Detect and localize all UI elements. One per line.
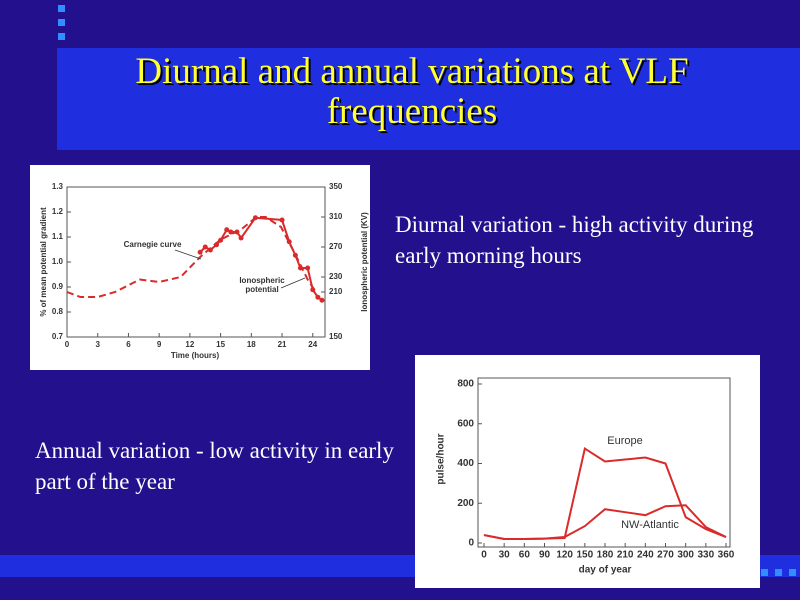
data-point: [279, 217, 285, 223]
y2-axis-label: Ionospheric potential (KV): [360, 212, 369, 312]
data-point: [297, 265, 303, 271]
x-tick-label: 0: [481, 550, 487, 561]
data-point: [224, 227, 230, 233]
y-tick-label: 0.9: [52, 282, 64, 291]
x-tick-label: 60: [519, 550, 531, 561]
data-point: [214, 242, 220, 248]
y-tick-label: 800: [457, 379, 474, 390]
x-tick-label: 270: [657, 550, 674, 561]
data-point: [218, 237, 224, 243]
x-tick-label: 9: [157, 340, 162, 349]
x-tick-label: 15: [216, 340, 225, 349]
annotation: Ionospheric potential: [239, 276, 285, 294]
y-tick-label: 1.0: [52, 257, 64, 266]
y-tick-label: 0.7: [52, 332, 64, 341]
y-tick-label: 0.8: [52, 307, 64, 316]
data-point: [234, 229, 240, 235]
y2-tick-label: 270: [329, 242, 343, 251]
data-point: [197, 249, 203, 255]
x-tick-label: 210: [617, 550, 634, 561]
slide-text: Diurnal variation - high activity during…: [395, 212, 754, 268]
y-tick-label: 1.2: [52, 207, 64, 216]
x-tick-label: 30: [499, 550, 511, 561]
x-tick-label: 300: [677, 550, 694, 561]
data-point: [319, 297, 325, 303]
annotation-arrow: [174, 249, 202, 260]
x-axis-label: Time (hours): [171, 351, 220, 360]
x-axis-label: day of year: [579, 565, 632, 576]
x-tick-label: 12: [185, 340, 194, 349]
data-point: [315, 294, 321, 300]
chart-panel: [30, 165, 370, 370]
x-tick-label: 120: [556, 550, 573, 561]
chart-panel: [415, 355, 760, 588]
data-point: [207, 247, 213, 253]
data-point: [202, 244, 208, 250]
y-tick-label: 1.3: [52, 182, 64, 191]
y2-tick-label: 150: [329, 332, 343, 341]
x-tick-label: 330: [697, 550, 714, 561]
y2-tick-label: 350: [329, 182, 343, 191]
title-band: [57, 48, 800, 150]
x-tick-label: 3: [95, 340, 100, 349]
series-label: Europe: [607, 435, 642, 447]
x-tick-label: 21: [278, 340, 287, 349]
x-tick-label: 240: [637, 550, 654, 561]
series-line: [483, 504, 727, 541]
annotation-arrow: [280, 277, 306, 289]
x-tick-label: 150: [576, 550, 593, 561]
data-point: [238, 235, 244, 241]
annotation: Carnegie curve: [123, 240, 182, 249]
data-point: [252, 215, 258, 221]
plot-frame: [477, 377, 731, 548]
x-tick-label: 90: [539, 550, 551, 561]
slide-title: Diurnal and annual variations at VLF fre…: [135, 51, 689, 132]
series-label: NW-Atlantic: [621, 519, 679, 531]
x-tick-label: 0: [65, 340, 70, 349]
data-point: [292, 252, 298, 258]
y-tick-label: 600: [457, 418, 474, 429]
y-tick-label: 400: [457, 458, 474, 469]
y-tick-label: 200: [457, 498, 474, 509]
y-tick-label: 0: [468, 538, 474, 549]
slide-text: Annual variation - low activity in early…: [35, 438, 394, 494]
y-axis-label: pulse/hour: [436, 433, 447, 484]
x-tick-label: 6: [126, 340, 131, 349]
y2-tick-label: 230: [329, 272, 343, 281]
y2-tick-label: 210: [329, 287, 343, 296]
data-point: [310, 287, 316, 293]
x-tick-label: 24: [308, 340, 317, 349]
data-point: [305, 265, 311, 271]
y2-tick-label: 310: [329, 212, 343, 221]
x-tick-label: 360: [718, 550, 735, 561]
data-point: [228, 229, 234, 235]
x-tick-label: 180: [597, 550, 614, 561]
data-point: [286, 239, 292, 245]
y-axis-label: % of mean potential gradient: [39, 207, 48, 317]
y-tick-label: 1.1: [52, 232, 64, 241]
x-tick-label: 18: [247, 340, 256, 349]
